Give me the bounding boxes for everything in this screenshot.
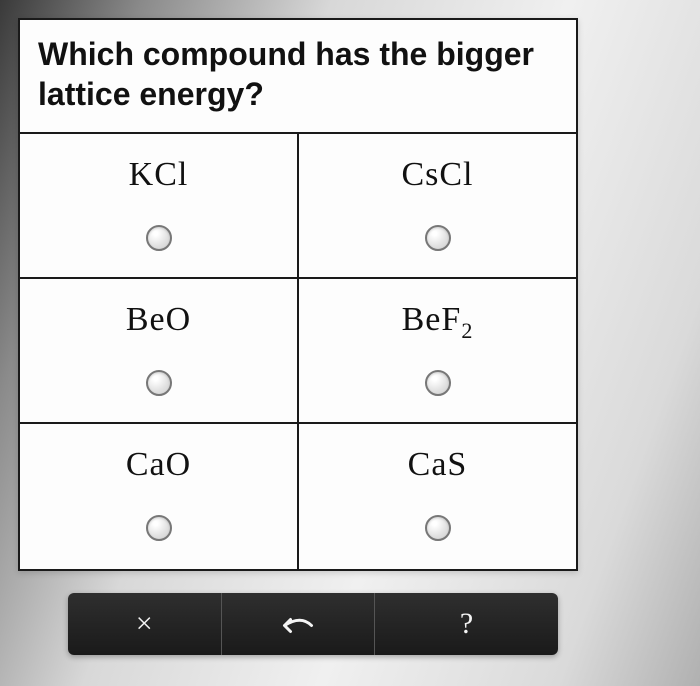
question-text: Which compound has the bigger lattice en… bbox=[20, 20, 576, 134]
undo-button[interactable] bbox=[222, 593, 376, 655]
option-cell: CaS bbox=[299, 424, 576, 569]
radio-option[interactable] bbox=[425, 515, 451, 541]
help-icon: ? bbox=[460, 607, 473, 641]
radio-option[interactable] bbox=[146, 515, 172, 541]
compound-label: KCl bbox=[129, 156, 189, 199]
radio-option[interactable] bbox=[425, 370, 451, 396]
compound-label: BeF2 bbox=[402, 301, 474, 344]
option-cell: BeO bbox=[20, 279, 299, 422]
radio-option[interactable] bbox=[146, 225, 172, 251]
radio-option[interactable] bbox=[146, 370, 172, 396]
compound-label: BeO bbox=[126, 301, 191, 344]
close-button[interactable]: × bbox=[68, 593, 222, 655]
option-cell: CsCl bbox=[299, 134, 576, 277]
option-cell: BeF2 bbox=[299, 279, 576, 422]
compound-label: CsCl bbox=[401, 156, 473, 199]
close-icon: × bbox=[136, 607, 153, 641]
undo-icon bbox=[280, 612, 316, 636]
toolbar: × ? bbox=[68, 593, 558, 655]
question-table: Which compound has the bigger lattice en… bbox=[18, 18, 578, 571]
compound-label: CaS bbox=[408, 446, 468, 489]
compound-label: CaO bbox=[126, 446, 191, 489]
option-row: KCl CsCl bbox=[20, 134, 576, 279]
option-cell: CaO bbox=[20, 424, 299, 569]
help-button[interactable]: ? bbox=[375, 593, 558, 655]
option-row: BeO BeF2 bbox=[20, 279, 576, 424]
option-cell: KCl bbox=[20, 134, 299, 277]
radio-option[interactable] bbox=[425, 225, 451, 251]
option-row: CaO CaS bbox=[20, 424, 576, 569]
